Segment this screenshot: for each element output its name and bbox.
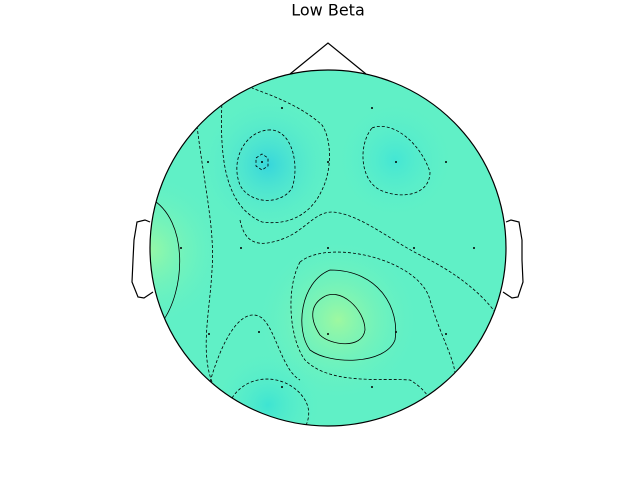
heatmap (150, 70, 506, 426)
sensor (445, 333, 447, 335)
head-outline (149, 69, 507, 427)
sensor (281, 107, 283, 109)
sensor (207, 161, 209, 163)
contour (301, 269, 397, 361)
sensor (327, 333, 329, 335)
contour (290, 261, 435, 426)
heat-spot (150, 70, 506, 426)
sensor (258, 331, 260, 333)
chart-title: Low Beta (291, 1, 365, 20)
right-ear (502, 219, 524, 299)
contour (312, 294, 366, 345)
contour (221, 87, 330, 224)
contour (209, 314, 301, 383)
sensor (208, 333, 210, 335)
left-ear (131, 219, 154, 299)
sensor (371, 386, 373, 388)
sensor (395, 331, 397, 333)
contour (231, 378, 310, 426)
nose (289, 42, 367, 75)
head-map (131, 42, 524, 427)
sensor (445, 161, 447, 163)
contour (236, 129, 296, 201)
sensors (180, 107, 475, 388)
contour (362, 126, 431, 196)
contour (150, 197, 181, 323)
sensor (327, 161, 329, 163)
sensor (261, 161, 263, 163)
sensor (395, 161, 397, 163)
contour (196, 125, 213, 383)
contour (255, 153, 269, 171)
sensor (371, 107, 373, 109)
sensor (281, 386, 283, 388)
sensor (473, 247, 475, 249)
sensor (327, 247, 329, 249)
sensor (180, 247, 182, 249)
sensor (413, 247, 415, 249)
contour (299, 251, 456, 376)
sensor (240, 247, 242, 249)
contours (150, 87, 496, 426)
contour (239, 211, 496, 313)
